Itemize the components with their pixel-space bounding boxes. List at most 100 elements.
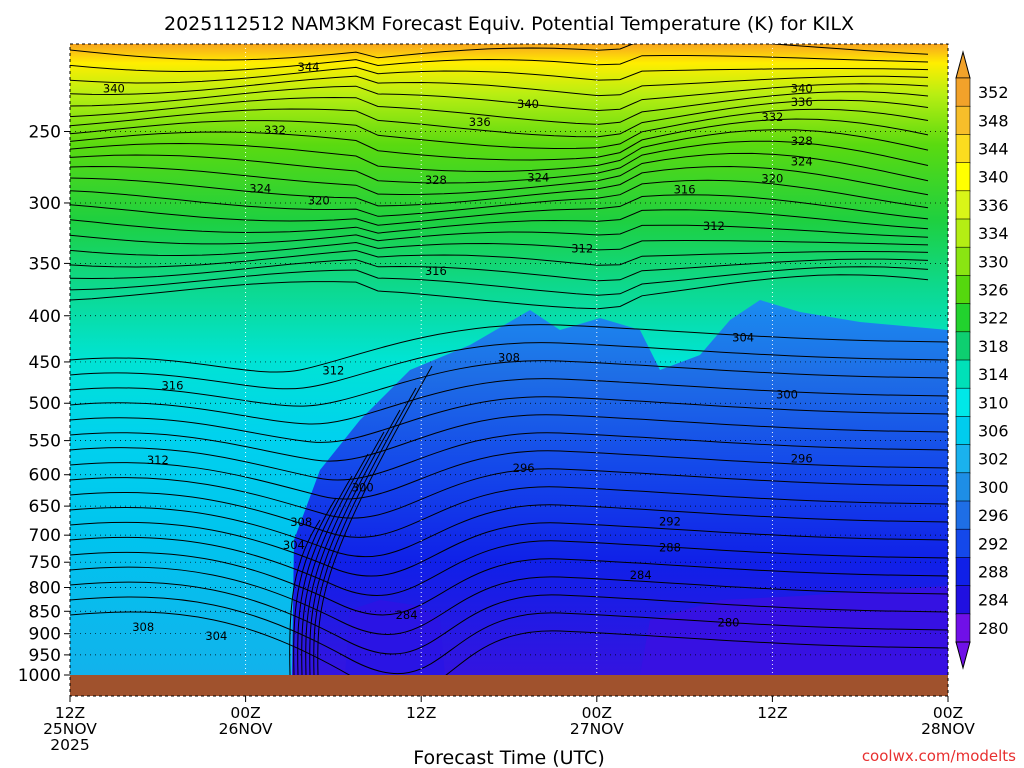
contour-lines: [70, 44, 948, 675]
contour-label: 312: [322, 364, 344, 378]
contour-line: [70, 83, 929, 112]
contour-line: [70, 504, 948, 558]
contour-label: 312: [571, 242, 593, 256]
y-tick-label: 250: [29, 122, 61, 142]
contour-label: 328: [425, 173, 447, 187]
x-tick-label: 26NOV: [219, 720, 273, 738]
contour-line: [305, 431, 385, 675]
contour-label: 296: [791, 452, 813, 466]
contour-line: [70, 179, 929, 217]
colorbar-label: 322: [978, 309, 1009, 328]
colorbar-swatch: [955, 416, 971, 446]
contour-label: 316: [161, 379, 183, 393]
colorbar-swatch: [955, 105, 971, 136]
contour-line: [70, 378, 948, 425]
contour-line: [70, 239, 929, 257]
y-tick-label: 350: [29, 254, 61, 274]
x-tick-label: 28NOV: [921, 720, 975, 738]
x-tick-label: 00Z: [933, 704, 963, 722]
contour-label: 332: [761, 110, 783, 124]
contour-line: [70, 274, 929, 310]
colorbar-swatch: [955, 246, 971, 277]
x-tick-label: 00Z: [230, 704, 260, 722]
x-axis-title: Forecast Time (UTC): [413, 747, 604, 768]
contour-label: 304: [205, 629, 227, 643]
contour-line: [309, 409, 401, 675]
contour-line: [70, 75, 929, 97]
contour-line: [313, 387, 417, 675]
colorbar-swatch: [955, 444, 971, 474]
contour-line: [70, 581, 948, 655]
colorbar-swatch: [955, 528, 971, 559]
contour-label: 300: [352, 481, 374, 495]
y-tick-label: 850: [29, 602, 61, 622]
colorbar-label: 340: [978, 168, 1009, 187]
contour-line: [70, 99, 929, 138]
y-tick-label: 1000: [18, 666, 61, 686]
contour-label: 284: [396, 608, 418, 622]
colorbar-swatch: [955, 472, 971, 502]
contour-label: 324: [527, 170, 549, 184]
contour-line: [289, 519, 321, 675]
contour-line: [70, 611, 948, 675]
contour-line: [301, 453, 369, 675]
colorbar: 352 348 344 340 336 334 330 326 322 318 314 310 306 3…: [955, 50, 1009, 670]
y-tick-label: 400: [29, 307, 61, 327]
colorbar-bottom-arrow: [955, 641, 971, 670]
contour-label: 332: [264, 123, 286, 137]
contour-label: 324: [791, 155, 813, 169]
colorbar-swatch: [955, 134, 971, 164]
x-tick-label: 12Z: [55, 704, 85, 722]
contour-line: [70, 165, 929, 207]
contour-line: [70, 266, 929, 296]
contour-line: [70, 432, 948, 481]
contour-line: [70, 152, 929, 196]
contour-line: [70, 258, 929, 282]
contour-label: 344: [298, 60, 320, 74]
x-tick-label: 12Z: [757, 704, 787, 722]
contour-line: [70, 486, 948, 538]
colorbar-swatch: [955, 218, 971, 249]
contour-line: [70, 249, 929, 268]
contour-label: 324: [249, 181, 271, 195]
contour-label: 312: [147, 453, 169, 467]
colorbar-label: 292: [978, 534, 1009, 553]
contour-label: 284: [630, 568, 652, 582]
contour-label: 320: [761, 172, 783, 186]
colorbar-swatch: [955, 387, 971, 418]
colorbar-label: 288: [978, 563, 1009, 582]
contour-line: [70, 468, 948, 519]
plot-frame: [69, 43, 949, 697]
y-tick-label: 800: [29, 579, 61, 599]
x-tick-label: 2025: [50, 736, 89, 754]
contour-line: [70, 209, 929, 234]
colorbar-label: 326: [978, 281, 1009, 300]
contour-line: [70, 450, 948, 500]
watermark: coolwx.com/modelts: [862, 747, 1016, 765]
colorbar-label: 280: [978, 619, 1009, 638]
contour-label: 336: [791, 95, 813, 109]
colorbar-swatch: [955, 331, 971, 361]
contour-label: 340: [103, 81, 125, 95]
contour-label: 336: [469, 115, 491, 129]
contour-label: 280: [718, 616, 740, 630]
contour-labels: 3443403403403363363323323283283243243243…: [103, 60, 813, 643]
colorbar-swatch: [955, 190, 971, 220]
contour-label: 316: [425, 264, 447, 278]
contour-line: [70, 55, 929, 73]
contour-label: 340: [517, 97, 539, 111]
colorbar-swatch: [955, 613, 971, 643]
contour-label: 288: [659, 540, 681, 554]
contour-line: [70, 108, 929, 150]
contour-line: [70, 118, 929, 161]
colorbar-swatch: [955, 77, 971, 108]
contour-line: [70, 129, 929, 173]
contour-line: [70, 360, 948, 407]
contour-line: [70, 596, 948, 675]
y-tick-label: 500: [29, 394, 61, 414]
contour-line: [297, 475, 353, 675]
contour-line: [70, 194, 929, 226]
colorbar-label: 310: [978, 393, 1009, 412]
contour-label: 304: [732, 331, 754, 345]
